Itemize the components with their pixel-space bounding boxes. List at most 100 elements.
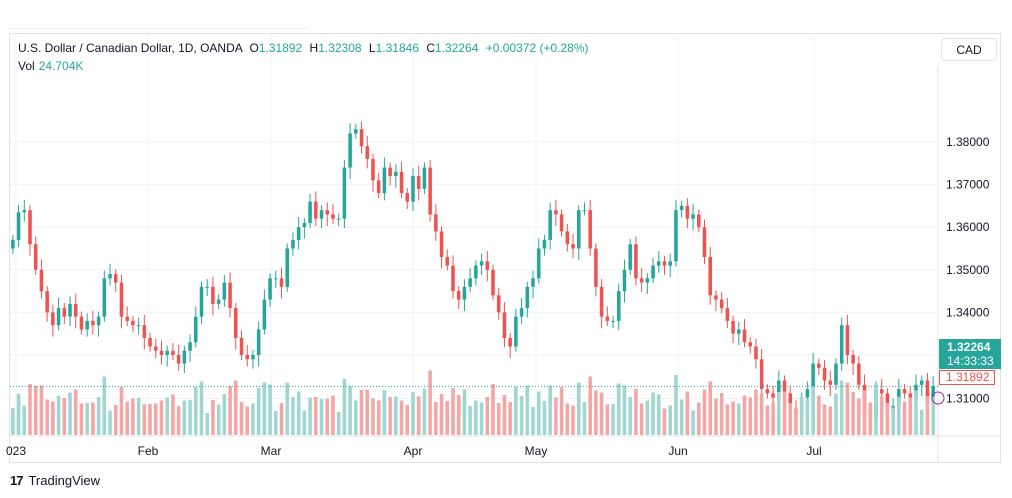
candle-body: [131, 320, 135, 326]
candle-body: [628, 244, 632, 270]
volume-bar: [565, 403, 570, 435]
volume-bar: [113, 405, 118, 435]
volume-bar: [314, 397, 318, 435]
candle-body: [399, 171, 404, 194]
volume-bar: [885, 403, 890, 435]
volume-bar: [79, 403, 84, 435]
candle-body: [33, 244, 38, 270]
volume-bar: [679, 399, 684, 435]
candle-body: [28, 210, 32, 245]
candle-body: [588, 210, 592, 249]
x-tick-label: 023: [6, 444, 26, 458]
volume-bar: [474, 400, 478, 435]
volume-bar: [16, 393, 21, 435]
volume-bar: [799, 397, 804, 435]
candle-body: [742, 329, 747, 343]
candle-body: [262, 299, 267, 330]
volume-bar: [502, 395, 507, 435]
candle-body: [428, 167, 432, 215]
volume-bar: [359, 390, 364, 435]
last-price-value: 1.32264: [947, 340, 991, 354]
candle-body: [748, 342, 753, 347]
volume-bar: [291, 397, 295, 435]
candle-body: [605, 316, 610, 321]
candle-body: [274, 278, 278, 280]
candle-body: [405, 193, 410, 202]
volume-bar: [285, 382, 290, 435]
candle-body: [559, 214, 564, 232]
y-tick-label: 1.35000: [946, 263, 990, 277]
candle-body: [354, 129, 358, 134]
volume-bar: [914, 390, 918, 435]
volume-bar: [771, 402, 775, 435]
volume-bar: [805, 399, 810, 435]
candle-body: [365, 146, 370, 160]
currency-button[interactable]: CAD: [941, 38, 997, 61]
candle-body: [491, 269, 495, 296]
volume-bar: [588, 376, 592, 435]
candle-body: [519, 308, 524, 317]
candle-body: [639, 278, 644, 283]
volume-bar: [857, 398, 861, 435]
volume-bar: [176, 406, 181, 435]
volume-bar: [491, 384, 495, 435]
volume-bar: [908, 398, 913, 435]
volume-bar: [188, 400, 192, 435]
volume-bar: [302, 410, 307, 435]
open-label: O: [249, 41, 259, 55]
volume-bar: [382, 390, 387, 435]
candle-body: [302, 222, 307, 228]
candle-body: [737, 329, 741, 334]
candle-body: [834, 363, 838, 385]
volume-bar: [148, 404, 152, 435]
volume-bar: [542, 401, 547, 435]
chart-frame: [9, 33, 1001, 463]
candle-body: [199, 286, 204, 317]
candle-body: [725, 308, 730, 321]
candle-body: [668, 261, 672, 266]
volume-bar: [205, 413, 209, 435]
volume-bar: [594, 390, 598, 435]
candle-body: [319, 210, 324, 219]
candle-body: [817, 363, 821, 368]
volume-bar: [125, 401, 129, 435]
volume-bar: [468, 406, 472, 435]
volume-bar: [456, 395, 461, 435]
candle-body: [102, 278, 107, 317]
volume-bar: [331, 395, 335, 435]
volume-bar: [371, 398, 375, 435]
volume-bar: [536, 391, 541, 435]
candle-body: [542, 239, 547, 249]
candle-body: [359, 129, 364, 147]
volume-bar: [485, 397, 490, 435]
volume-bar: [274, 411, 278, 435]
volume-bar: [794, 407, 798, 435]
volume-bar: [56, 396, 61, 435]
tradingview-logo[interactable]: 17 TradingView: [10, 473, 100, 488]
volume-bar: [394, 396, 398, 435]
volume-bar: [222, 394, 227, 435]
volume-bar: [11, 408, 15, 435]
volume-bar: [354, 400, 358, 435]
candle-body: [371, 159, 375, 181]
candle-body: [919, 380, 924, 385]
candle-body: [153, 346, 158, 351]
volume-bar: [234, 380, 238, 435]
y-tick-label: 1.31000: [946, 392, 990, 406]
bar-countdown: 14:33:33: [947, 354, 994, 368]
volume-bar: [508, 402, 512, 435]
candle-body: [188, 342, 192, 351]
volume-bar: [342, 379, 347, 435]
candle-body: [496, 295, 501, 313]
volume-bar: [119, 387, 124, 435]
candle-body: [616, 291, 621, 321]
candle-body: [611, 320, 615, 322]
candle-body: [651, 265, 655, 279]
candle-body: [508, 337, 512, 347]
symbol-title[interactable]: U.S. Dollar / Canadian Dollar, 1D, OANDA: [18, 41, 243, 55]
volume-bar: [822, 404, 827, 435]
candle-body: [91, 320, 95, 326]
volume-bar: [411, 392, 415, 435]
volume-bar: [639, 403, 644, 435]
